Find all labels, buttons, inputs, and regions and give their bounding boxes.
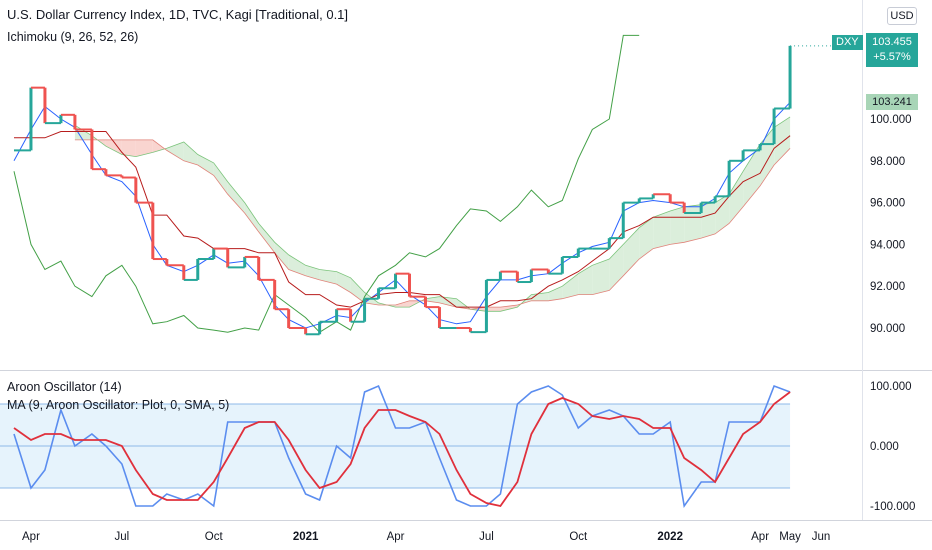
price-tick-label: 96.000: [870, 198, 905, 210]
cloud-segment: [486, 307, 501, 312]
cloud-segment: [639, 217, 654, 260]
price-change-value: +5.57%: [873, 51, 911, 63]
aroon-legend[interactable]: Aroon Oscillator (14): [7, 380, 122, 394]
cloud-segment: [743, 144, 761, 207]
time-tick-label: Oct: [569, 531, 588, 543]
cloud-segment: [227, 181, 245, 214]
ma-legend[interactable]: MA (9, Aroon Oscillator: Plot, 0, SMA, 5…: [7, 398, 230, 412]
aroon-ma-line: [13, 391, 791, 508]
aroon-tick-label: 0.000: [870, 441, 899, 453]
cloud-segment: [336, 271, 351, 293]
cloud-segment: [319, 269, 337, 285]
ichimoku-cloud: [74, 116, 791, 312]
price-tick-label: 98.000: [870, 156, 905, 168]
cloud-segment: [684, 204, 702, 243]
cloud-segment: [592, 259, 610, 295]
symbol-tag: DXY: [832, 35, 863, 50]
aroon-panel: 100.000 0.000 -100.000: [0, 381, 915, 513]
leading-span-a-line: [74, 116, 791, 312]
cloud-segment: [531, 292, 549, 301]
ichimoku-lines: [13, 34, 791, 333]
price-tick-label: 90.000: [870, 323, 905, 335]
price-tick-label: 92.000: [870, 281, 905, 293]
cloud-segment: [244, 202, 259, 232]
cloud-segment: [395, 300, 410, 308]
cloud-segment: [350, 277, 365, 303]
ichimoku-legend[interactable]: Ichimoku (9, 26, 52, 26): [7, 30, 139, 44]
cloud-segment: [105, 139, 122, 155]
base-line: [14, 131, 791, 308]
cloud-segment: [701, 202, 716, 239]
time-tick-label: Apr: [22, 531, 40, 543]
cloud-segment: [578, 265, 593, 295]
time-tick-label: Jul: [479, 531, 494, 543]
time-tick-label: Apr: [751, 531, 769, 543]
cloud-segment: [774, 116, 791, 165]
cloud-segment: [197, 154, 214, 176]
cloud-segment: [213, 162, 228, 195]
price-axis: 90.000 92.000 94.000 96.000 98.000 100.000: [0, 0, 932, 521]
cloud-segment: [305, 265, 320, 280]
lagging-span-line: [13, 34, 640, 333]
time-tick-label: 2022: [657, 531, 683, 543]
kagi-series: [13, 45, 862, 336]
leading-span-b-line: [74, 139, 791, 310]
cloud-segment: [623, 227, 640, 276]
chart-title: U.S. Dollar Currency Index, 1D, TVC, Kag…: [7, 7, 349, 22]
cloud-segment: [274, 242, 289, 270]
cloud-segment: [121, 139, 136, 157]
time-tick-label: Jun: [812, 531, 831, 543]
conversion-line: [13, 101, 791, 329]
cloud-segment: [653, 210, 671, 249]
time-tick-label: Apr: [387, 531, 405, 543]
cloud-segment: [715, 194, 730, 234]
last-price-value: 103.455: [872, 36, 912, 48]
cloud-segment: [548, 286, 563, 301]
time-tick-label: 2021: [293, 531, 319, 543]
cloud-segment: [258, 223, 275, 253]
cloud-segment: [670, 206, 685, 245]
price-tick-label: 94.000: [870, 239, 905, 251]
time-tick-label: Jul: [115, 531, 130, 543]
cloud-segment: [562, 273, 579, 299]
time-tick-label: Oct: [205, 531, 224, 543]
time-axis: Apr Jul Oct 2021 Apr Jul Oct 2022 Apr May Jun: [22, 531, 830, 543]
currency-button[interactable]: USD: [887, 7, 917, 25]
cloud-segment: [183, 141, 198, 165]
aroon-tick-label: -100.000: [870, 501, 915, 513]
last-price-tag: 103.455 +5.57%: [866, 33, 918, 67]
aroon-tick-label: 100.000: [870, 381, 912, 393]
cloud-segment: [288, 254, 306, 276]
price-tick-label: 100.000: [870, 114, 912, 126]
cloud-segment: [74, 125, 92, 140]
cloud-segment: [135, 139, 153, 157]
time-tick-label: May: [779, 531, 801, 543]
base-line-tag: 103.241: [866, 94, 918, 110]
